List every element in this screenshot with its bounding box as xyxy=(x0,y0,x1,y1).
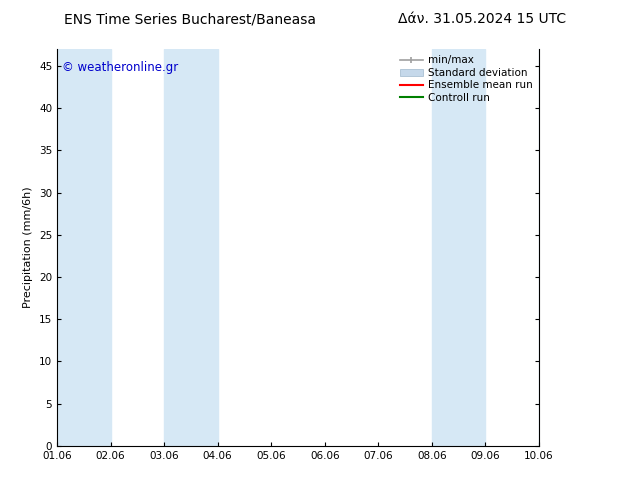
Legend: min/max, Standard deviation, Ensemble mean run, Controll run: min/max, Standard deviation, Ensemble me… xyxy=(396,51,537,107)
Bar xyxy=(57,49,110,446)
Bar xyxy=(539,49,592,446)
Bar xyxy=(432,49,486,446)
Text: Δάν. 31.05.2024 15 UTC: Δάν. 31.05.2024 15 UTC xyxy=(398,12,566,26)
Text: ENS Time Series Bucharest/Baneasa: ENS Time Series Bucharest/Baneasa xyxy=(64,12,316,26)
Bar xyxy=(164,49,217,446)
Text: © weatheronline.gr: © weatheronline.gr xyxy=(62,61,178,74)
Y-axis label: Precipitation (mm/6h): Precipitation (mm/6h) xyxy=(23,187,34,308)
